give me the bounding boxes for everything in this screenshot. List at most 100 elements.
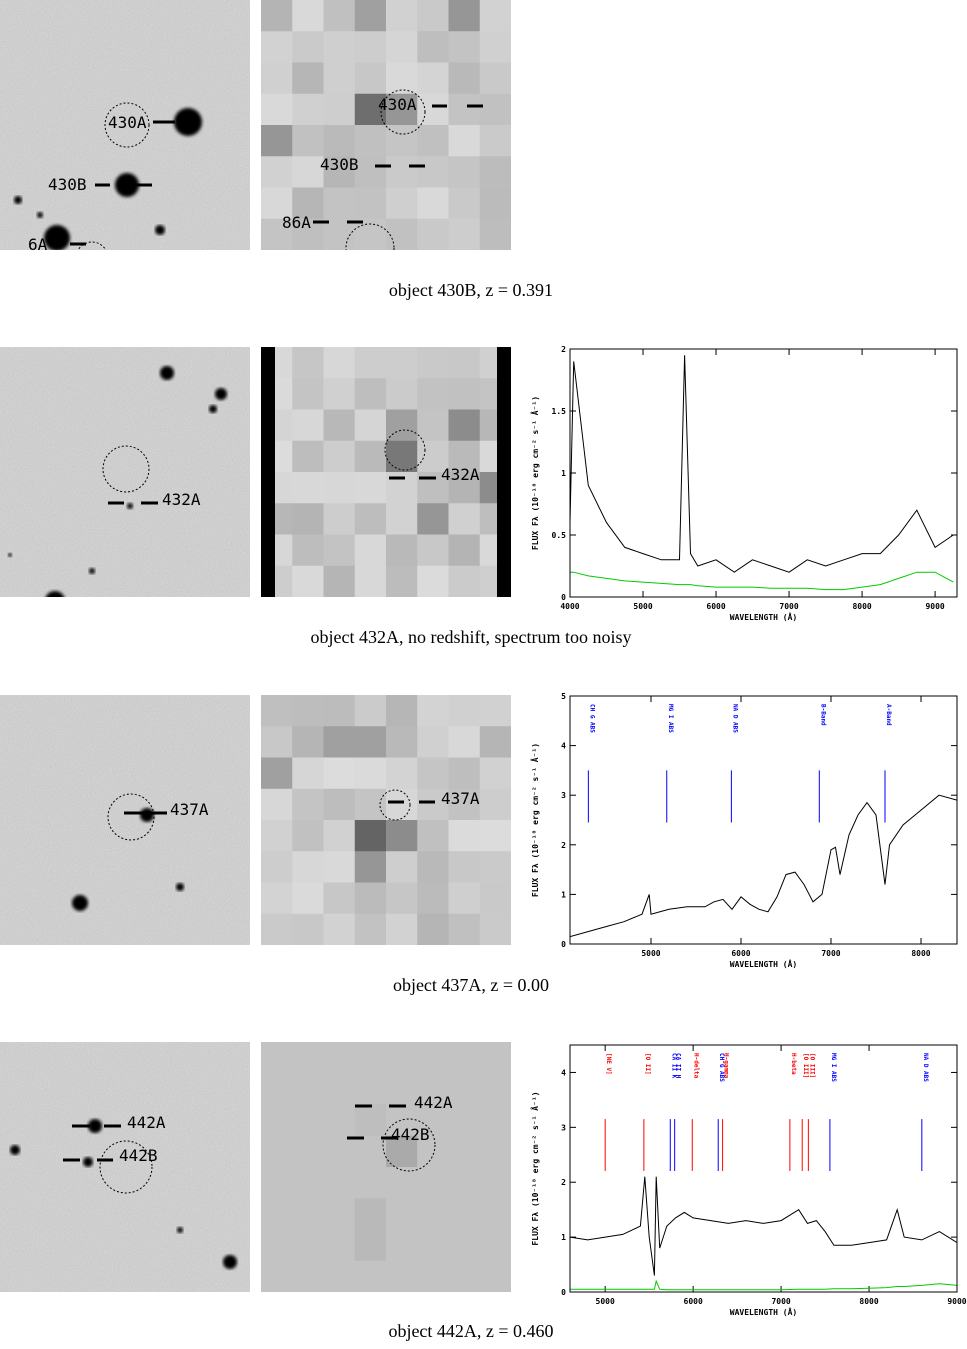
pixel [386,788,418,821]
caption: object 430B, z = 0.391 [389,280,553,300]
pixel-image: 437A [261,695,511,945]
pixel [417,93,449,126]
pixel [323,1229,355,1261]
pixel [386,851,418,883]
pixel [417,1260,449,1292]
y-tick-label: 0 [561,593,566,602]
pixel [386,62,418,94]
x-axis-label: WAVELENGTH (Å) [730,1307,797,1317]
x-axis-label: WAVELENGTH (Å) [730,612,797,622]
pixel [448,31,480,63]
pixel [292,1042,324,1074]
star [37,212,43,218]
pixel [417,913,449,945]
pixel [323,913,355,945]
pixel [261,851,293,883]
spectrum-line [570,571,954,591]
pixel [479,726,511,758]
line-marker-label: MG I ABS [667,704,674,733]
pixel [354,156,387,188]
optical-noise [0,0,250,250]
pixel [417,347,449,379]
pixel [448,0,480,32]
pixel [292,31,324,63]
pixel [323,1042,355,1074]
pixel [261,0,293,32]
pixel [417,757,449,789]
pixel [417,125,449,157]
pixel [386,0,418,32]
pixel [354,695,387,727]
y-tick-label: 2 [561,1178,566,1187]
pixel [354,1073,387,1105]
spectrum-line [570,1176,957,1276]
pixel [292,1260,324,1292]
pixel [292,125,324,157]
pixel [417,187,449,219]
star [115,173,139,197]
pixel [448,440,480,473]
pixel [323,0,355,32]
pixel [479,820,511,852]
pixel [323,378,355,410]
pixel [386,93,418,126]
caption: object 442A, z = 0.460 [388,1321,553,1341]
pixel [448,125,480,157]
pixel [386,1229,418,1261]
pixel [292,788,324,821]
pixel [323,1260,355,1292]
y-tick-label: 4 [561,1068,566,1077]
optical-noise [0,1042,250,1292]
pixel [323,1073,355,1105]
pixel [479,1135,511,1168]
aperture-circle [107,793,155,841]
pixel [354,93,387,126]
pixel [386,534,418,566]
pixel [479,882,511,914]
pixel-image: 430A 430B 86A [261,0,511,250]
pixel [448,503,480,535]
pixel [448,913,480,945]
pixel [417,409,449,441]
pixel [417,1073,449,1105]
pixel [386,440,418,473]
x-axis-label: WAVELENGTH (Å) [730,959,797,969]
pixel [386,1073,418,1105]
pixel [479,1167,511,1199]
star [83,1157,93,1167]
pixel [261,788,293,821]
pixel [292,726,324,758]
pixel [261,156,293,188]
star [45,591,65,597]
pixel [354,1042,387,1074]
pixel-image: 442A 442B [261,1042,511,1292]
pixel [323,882,355,914]
pixel [354,788,387,821]
pixel [386,218,418,250]
pixel [417,378,449,410]
line-marker-label: CA II K [670,1053,677,1079]
pixel [448,534,480,566]
pixel [261,93,293,126]
pixel [386,409,418,441]
pixel [479,851,511,883]
star [155,225,165,235]
pixel [479,187,511,219]
pixel [261,913,293,945]
pixel [386,347,418,379]
pixel [448,1073,480,1105]
pixel [292,347,324,379]
star [174,108,202,136]
aperture-circle [104,102,150,148]
pixel [323,820,355,852]
pixel [479,1073,511,1105]
y-tick-label: 1.5 [552,407,567,416]
pixel [479,156,511,188]
x-tick-label: 4000 [560,602,579,611]
x-tick-label: 5000 [641,949,660,958]
pixel [292,156,324,188]
pixel [479,695,511,727]
pixel [354,31,387,63]
pixel [417,788,449,821]
